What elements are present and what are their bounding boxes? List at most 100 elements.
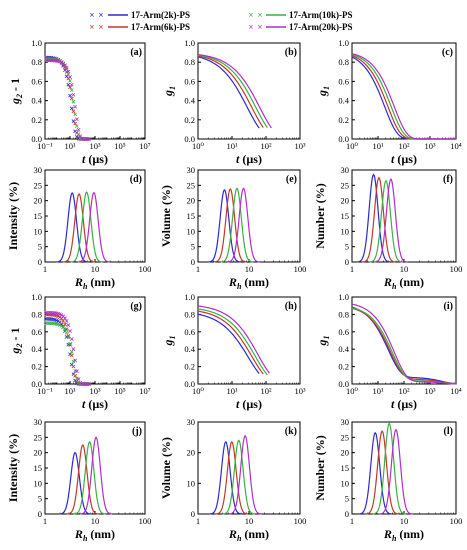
panel-d: 0 5 10 15 20 25 30 1 10 100 (d) Rh (nm) Intensity (%… — [6, 165, 151, 291]
x-tick-label: 10¹ — [372, 386, 384, 396]
x-tick-label: 10¹ — [226, 386, 238, 396]
y-axis-title: g2 - 1 — [8, 78, 24, 105]
legend-entry-6k: × × 17-Arm(6k)-PS — [89, 22, 190, 32]
y-tick-label: 15 — [187, 211, 196, 221]
y-tick-label: 0 — [191, 257, 195, 267]
y-tick-label: 0 — [38, 509, 42, 519]
legend-marker: × — [89, 10, 94, 20]
y-tick-label: 0.4 — [184, 96, 195, 106]
x-tick-label: 10⁷ — [139, 141, 151, 151]
y-tick-label: 5 — [38, 494, 42, 504]
data-point — [71, 92, 76, 97]
x-tick-label: 100 — [294, 516, 307, 526]
x-tick-label: 1 — [43, 264, 47, 274]
data-point — [68, 75, 72, 79]
x-axis-title: Rh (nm) — [74, 275, 115, 291]
x-tick-label: 10² — [398, 386, 410, 396]
data-point — [86, 137, 91, 141]
y-tick-label: 0 — [191, 509, 195, 519]
x-axis-title: Rh (nm) — [383, 527, 424, 543]
x-tick-label: 10² — [260, 141, 272, 151]
x-axis-title: Rh (nm) — [74, 527, 115, 543]
y-tick-label: 1.0 — [338, 292, 349, 302]
legend-label: 17-Arm(2k)-PS — [131, 10, 190, 20]
series-line — [209, 441, 243, 515]
panel-c: 0.0 0.2 0.4 0.6 0.8 1.0 10⁰ 10¹ 10² 10³ 10⁴ (c) t (µ… — [315, 38, 462, 166]
y-tick-label: 0.2 — [31, 115, 42, 125]
y-tick-label: 25 — [34, 432, 43, 442]
panel-label: (b) — [285, 47, 297, 58]
series-line — [73, 441, 106, 515]
panel-label: (k) — [285, 426, 297, 437]
data-point — [76, 377, 81, 381]
y-tick-label: 25 — [341, 180, 350, 190]
y-tick-label: 20 — [34, 448, 43, 458]
legend-marker: × — [98, 10, 103, 20]
y-tick-label: 0.4 — [31, 344, 42, 354]
legend-marker: × — [257, 10, 262, 20]
x-tick-label: 10 — [245, 264, 254, 274]
y-tick-label: 20 — [341, 448, 350, 458]
x-tick-label: 10¹ — [372, 141, 384, 151]
y-tick-label: 0 — [345, 257, 349, 267]
series-line — [372, 422, 406, 515]
x-tick-label: 10 — [91, 264, 100, 274]
data-point — [63, 322, 67, 327]
data-point — [74, 117, 79, 122]
y-tick-label: 0.0 — [31, 134, 42, 144]
series-line — [197, 308, 268, 376]
y-tick-label: 30 — [341, 165, 350, 175]
panel-label: (c) — [442, 47, 453, 58]
series-line — [365, 430, 399, 515]
y-tick-label: 10 — [34, 478, 43, 488]
y-tick-label: 30 — [187, 165, 196, 175]
panel-b: 0.0 0.2 0.4 0.6 0.8 1.0 10⁰ 10¹ 10² 10³ (b) t (µs) g… — [161, 38, 306, 166]
data-point — [66, 82, 71, 87]
legend-entry-20k: × × 17-Arm(20k)-PS — [248, 22, 352, 32]
data-point — [69, 349, 74, 354]
y-tick-label: 0.0 — [184, 134, 195, 144]
y-tick-label: 1.0 — [338, 38, 349, 48]
x-tick-label: 1 — [350, 264, 354, 274]
legend-label: 17-Arm(20k)-PS — [289, 22, 353, 32]
y-tick-label: 0.8 — [184, 309, 195, 319]
data-point — [71, 119, 76, 124]
data-point — [63, 316, 67, 321]
legend-marker: × — [248, 22, 253, 32]
y-tick-label: 0.2 — [184, 115, 195, 125]
x-tick-label: 10⁰ — [192, 386, 205, 396]
plot-frame — [44, 421, 146, 515]
y-tick-label: 0.0 — [338, 134, 349, 144]
x-axis-title: t (µs) — [82, 152, 108, 166]
data-point — [74, 124, 79, 129]
data-point — [64, 319, 69, 323]
y-tick-label: 0 — [38, 257, 42, 267]
x-tick-label: 10⁻¹ — [37, 141, 53, 151]
legend-marker: × — [257, 22, 262, 32]
y-axis-title: g1 — [161, 336, 177, 347]
series-line — [220, 187, 254, 263]
legend-label: 17-Arm(10k)-PS — [289, 10, 353, 20]
data-point — [73, 373, 78, 378]
series-line — [197, 53, 272, 129]
y-tick-label: 15 — [341, 463, 350, 473]
panel-a: 0.0 0.2 0.4 0.6 0.8 1.0 10⁻¹ 10¹ 10³ 10⁵ 10⁷ (a) t (… — [8, 38, 151, 166]
series-line — [197, 313, 260, 374]
series-line — [351, 303, 457, 385]
y-tick-label: 1.0 — [184, 38, 195, 48]
y-tick-label: 0.8 — [31, 309, 42, 319]
series-line — [59, 451, 92, 515]
data-point — [66, 323, 71, 327]
data-point — [59, 60, 64, 65]
data-point — [69, 88, 74, 93]
legend-entry-2k: × × 17-Arm(2k)-PS — [89, 10, 190, 20]
y-axis-title: g1 — [161, 86, 177, 97]
x-tick-label: 10² — [398, 141, 410, 151]
data-point — [71, 99, 76, 104]
panel-label: (e) — [286, 174, 297, 185]
y-tick-label: 0.8 — [338, 309, 349, 319]
y-axis-title: Intensity (%) — [6, 434, 20, 502]
x-tick-label: 100 — [139, 264, 152, 274]
series-line — [197, 55, 264, 128]
